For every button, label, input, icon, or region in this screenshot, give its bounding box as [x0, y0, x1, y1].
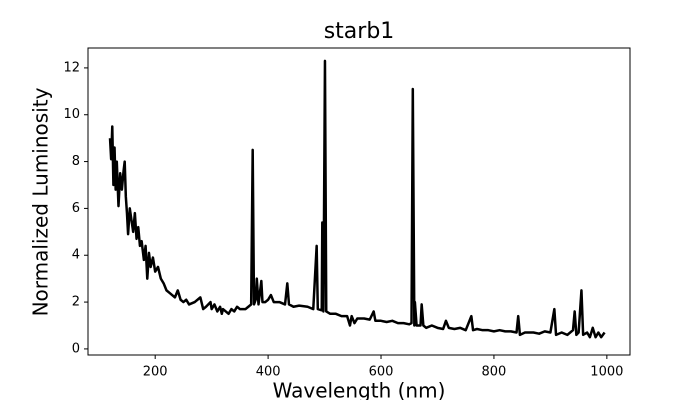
- y-tick-label: 2: [72, 295, 80, 310]
- y-tick-label: 12: [63, 60, 80, 75]
- x-axis-label: Wavelength (nm): [273, 379, 446, 400]
- y-tick-label: 6: [72, 201, 80, 216]
- x-tick-label: 600: [369, 365, 394, 380]
- x-tick-label: 200: [143, 365, 168, 380]
- y-tick-label: 0: [72, 341, 80, 356]
- x-tick-label: 800: [482, 365, 507, 380]
- y-tick-label: 4: [72, 248, 80, 263]
- spectrum-line: [108, 59, 606, 339]
- y-tick-label: 10: [63, 107, 80, 122]
- x-tick-label: 1000: [590, 365, 623, 380]
- x-tick-label: 400: [256, 365, 281, 380]
- chart-title: starb1: [324, 19, 395, 44]
- y-axis-label: Normalized Luminosity: [29, 87, 53, 316]
- y-tick-label: 8: [72, 154, 80, 169]
- plot-frame: [87, 47, 631, 356]
